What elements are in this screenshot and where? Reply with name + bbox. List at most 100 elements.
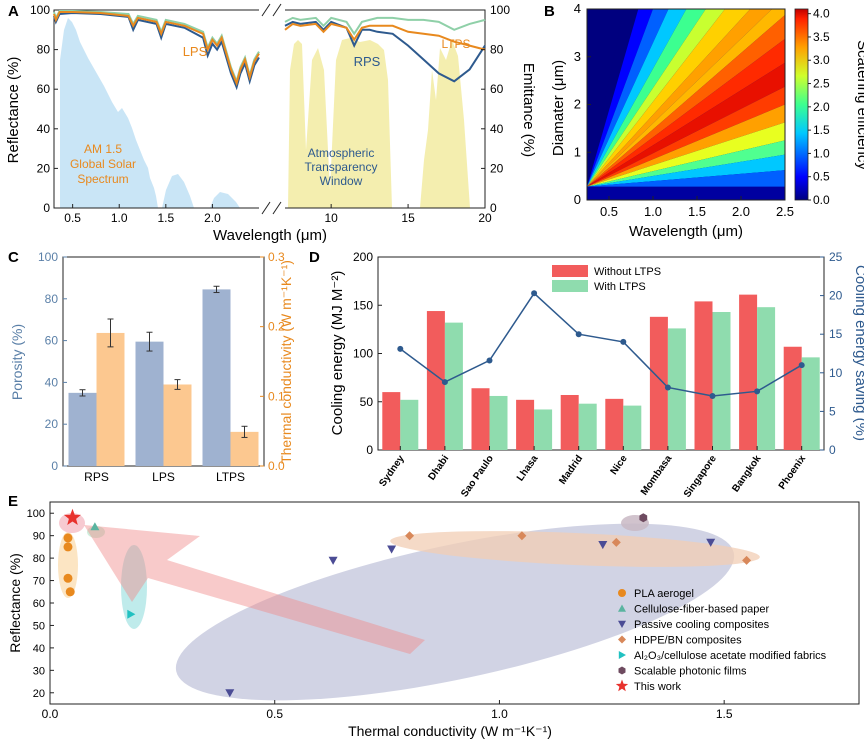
y-tick-label: 100	[30, 3, 50, 17]
solar-label-3: Spectrum	[77, 172, 128, 186]
legend-label: Scalable photonic films	[634, 666, 747, 678]
y2-tick-label: 25	[829, 250, 843, 264]
x-tick-label: 0.5	[600, 204, 618, 219]
series-ltps-line-ir	[284, 16, 486, 36]
x-tick-label: 2.5	[776, 204, 794, 219]
x-tick-label: 1.5	[157, 211, 174, 225]
improvement-arrow	[84, 525, 425, 654]
panel-b-ticks: 0.5 1.0 1.5 2.0 2.5 0 1 2 3 4 0.0 0.5 1.0 1.5 2.0 2.5 3.…	[574, 1, 830, 219]
legend-marker	[618, 604, 626, 612]
saving-point	[531, 290, 538, 297]
y-tick-label: 90	[33, 531, 45, 543]
legend-swatch-with	[552, 280, 588, 292]
y2-tick-label: 15	[829, 327, 843, 341]
colorbar-tick-label: 0.5	[813, 170, 830, 184]
panel-c-ylabel: Porosity (%)	[9, 324, 25, 400]
panel-d: D Sydney Dhabi Sao Paulo Lhasa Madrid Nice Mom…	[309, 249, 864, 500]
panel-b-xlabel: Wavelength (μm)	[629, 223, 743, 240]
point-al-o-cellulose-acetate-modified-fabrics	[127, 609, 136, 619]
panel-d-y2label: Cooling energy saving (%)	[852, 265, 864, 441]
axis-break-mark	[261, 3, 271, 17]
y-tick-label: 60	[45, 334, 59, 348]
point-scalable-photonic-films	[639, 513, 648, 523]
bar-without-ltps	[426, 311, 445, 450]
x-tick-label: Lhasa	[515, 453, 541, 483]
solar-label-2: Global Solar	[70, 157, 136, 171]
al2o3-region	[121, 545, 147, 629]
colorbar-label: Scatering efficiency	[854, 40, 864, 170]
y-tick-label: 4	[574, 1, 581, 16]
label-rps: RPS	[354, 54, 381, 69]
x-tick-label: 1.0	[491, 707, 508, 721]
x-tick-label: LPS	[152, 470, 175, 484]
x-tick-label: Nice	[609, 453, 630, 477]
series-lps-line-vis	[53, 11, 260, 87]
panel-a-series	[53, 10, 486, 91]
legend-label: PLA aerogel	[634, 588, 694, 600]
bar-without-ltps	[382, 392, 401, 450]
this-work-region	[59, 513, 85, 533]
bar-without-ltps	[560, 394, 579, 450]
y-tick-label: 100	[38, 250, 58, 264]
legend-label: Al₂O₃/cellulose acetate modified fabrics	[634, 650, 827, 662]
point-hdpe-bn-composites	[405, 531, 415, 541]
label-ltps: LTPS	[441, 37, 470, 51]
axis-break-mark	[261, 201, 271, 215]
y-tick-label: 20	[45, 417, 59, 431]
bar-without-ltps	[739, 294, 758, 450]
saving-point	[441, 379, 448, 386]
heatmap-band	[587, 38, 785, 187]
x-tick-label: Sydney	[377, 453, 407, 489]
y2-tick-label: 5	[829, 404, 836, 418]
x-tick-label: 0.0	[42, 707, 59, 721]
x-tick-label: Phoenix	[777, 453, 809, 492]
y-tick-label: 2	[574, 97, 581, 112]
y-tick-label: 80	[33, 553, 45, 565]
legend-marker	[618, 620, 626, 628]
y-tick-label: 40	[33, 643, 45, 655]
panel-b-ylabel: Diamater (μm)	[550, 60, 567, 156]
y2-tick-label: 0.0	[268, 459, 285, 473]
panel-b: B 0.5 1.0 1.5 2.0 2.5 0 1 2 3 4 0.0 0.5 1.0 1.5 2.0 2.5…	[544, 1, 864, 240]
x-tick-label: 0.5	[64, 211, 81, 225]
legend-label: HDPE/BN composites	[634, 635, 742, 647]
y2-tick-label: 80	[490, 43, 504, 57]
colorbar	[794, 8, 809, 201]
legend-label: Cellulose-fiber-based paper	[634, 604, 769, 616]
panel-a-letter: A	[8, 3, 19, 20]
heatmap-band	[587, 186, 785, 200]
axis-break-mask	[259, 4, 285, 214]
y-tick-label: 100	[353, 347, 373, 361]
bar-without-ltps	[471, 388, 490, 450]
panel-c: C RPS LPS LTPS 0 20 40 60 80 100 0.0 0.1 0.2 0.3 Por…	[8, 249, 294, 484]
point-passive-cooling-composites	[328, 556, 338, 565]
bar-porosity	[68, 392, 97, 466]
colorbar-tick-label: 0.0	[813, 193, 830, 207]
panel-a-ylabel: Reflectance (%)	[5, 57, 22, 164]
panel-e-legend: PLA aerogel Cellulose-fiber-based paper Pa…	[615, 588, 827, 693]
y-tick-label: 20	[37, 161, 51, 175]
y-tick-label: 70	[33, 576, 45, 588]
heatmap-field	[587, 9, 785, 200]
legend-label: This work	[634, 681, 682, 693]
y-tick-label: 3	[574, 49, 581, 64]
x-tick-label: 2.0	[204, 211, 221, 225]
x-tick-label: Bangkok	[730, 453, 763, 494]
y-tick-label: 1	[574, 144, 581, 159]
legend-swatch-without	[552, 265, 588, 277]
x-tick-label: Madrid	[557, 453, 585, 486]
y-tick-label: 20	[33, 688, 45, 700]
heatmap-band	[587, 62, 785, 187]
saving-point	[798, 362, 805, 369]
solar-label-1: AM 1.5	[84, 142, 122, 156]
x-tick-label: Dhabi	[426, 453, 451, 482]
panel-c-bars	[68, 285, 259, 466]
colorbar-tick-label: 3.5	[813, 30, 830, 44]
x-tick-label: Singapore	[682, 453, 719, 500]
y-tick-label: 40	[37, 122, 51, 136]
point-pla-aerogel	[63, 573, 73, 583]
x-tick-label: 0.5	[266, 707, 283, 721]
series-rps-line-ir	[284, 20, 486, 83]
